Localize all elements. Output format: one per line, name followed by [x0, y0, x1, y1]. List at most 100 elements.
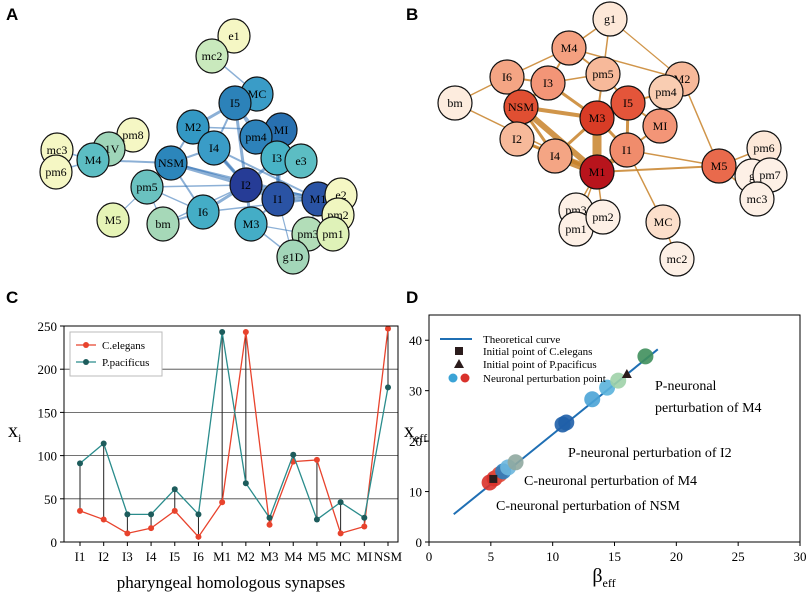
netA-node-label-bm: bm	[155, 217, 171, 231]
netB-node-mi: MI	[642, 108, 678, 144]
netB-node-m5: M5	[701, 148, 737, 184]
netA-node-mi: MI	[264, 112, 298, 148]
legend-label-initial-p-pacificus: Initial point of P.pacificus	[483, 359, 597, 371]
netA-edge-i4-m1	[213, 147, 319, 200]
point-p-pacificus-m4	[290, 451, 297, 458]
xtick-label-c-i4: I4	[146, 549, 157, 564]
netA-node-i6: I6	[186, 194, 220, 230]
netB-node-mc3: mc3	[739, 181, 775, 217]
point-c-elegans-i4	[148, 525, 155, 532]
netA-node-m2: M2	[176, 109, 210, 145]
chart-d-x-axis-label: βeff	[592, 565, 615, 590]
ytick-label-c-250: 250	[38, 319, 58, 334]
ytick-label-d-30: 30	[409, 384, 422, 399]
initial-point-p-pacificus	[621, 369, 632, 379]
netA-node-label-mi: MI	[274, 123, 289, 137]
point-p-pacificus-i1	[77, 460, 83, 467]
netB-node-label-mc3: mc3	[747, 192, 768, 206]
netB-node-label-mc2: mc2	[667, 252, 688, 266]
chart-d-legend: Theoretical curve Initial point of C.ele…	[440, 334, 606, 385]
xtick-label-c-m4: M4	[284, 549, 303, 564]
chart-c-x-ticks: I1 I2 I3 I4 I5 I6 M1 M2 M3 M4 M5 MC MI NSM	[75, 542, 403, 564]
netB-node-circle-i1	[609, 132, 645, 168]
netB-node-i1: I1	[609, 132, 645, 168]
chart-c-frame	[63, 325, 399, 543]
chart-d-points	[481, 348, 654, 491]
netB-node-m1: M1	[579, 154, 615, 190]
netB-node-label-i5: I5	[623, 96, 633, 110]
netB-node-i4: I4	[537, 138, 573, 174]
netB-node-label-m4: M4	[561, 41, 578, 55]
netB-node-circle-m3	[579, 100, 615, 136]
netB-node-label-nsm: NSM	[508, 100, 534, 114]
netB-node-circle-pm4	[648, 74, 684, 110]
point-p-pacificus-m3	[266, 514, 273, 521]
netA-node-circle-pm1	[316, 216, 350, 252]
xtick-label-d-15: 15	[608, 549, 621, 564]
ytick-label-d-0: 0	[416, 535, 423, 550]
ytick-label-c-0: 0	[51, 535, 58, 550]
netB-node-label-mi: MI	[653, 119, 668, 133]
netA-node-circle-nsm	[154, 145, 188, 181]
series-line-p-pacificus	[79, 331, 389, 521]
netB-node-i2: I2	[499, 121, 535, 157]
netB-node-bm: bm	[437, 85, 473, 121]
ytick-label-c-200: 200	[38, 362, 58, 377]
netA-node-label-i6: I6	[198, 205, 208, 219]
netB-node-label-m5: M5	[711, 159, 728, 173]
point-p-pacificus-i3	[124, 511, 131, 518]
point-c-elegans-i5	[171, 507, 178, 514]
netB-node-circle-mi	[642, 108, 678, 144]
chart-c-legend: C.elegans P.pacificus	[69, 331, 163, 377]
netA-node-i5: I5	[218, 85, 252, 121]
netA-node-label-e1: e1	[228, 29, 239, 43]
annotation-c-m4: C-neuronal perturbation of M4	[524, 474, 697, 489]
netB-node-circle-i2	[499, 121, 535, 157]
netB-node-circle-mc2	[659, 241, 695, 277]
annotation-p-m4-line1: P-neuronal	[655, 379, 717, 394]
chart-d-y-axis-label: xeff	[404, 420, 427, 445]
netA-node-pm1: pm1	[316, 216, 350, 252]
netA-node-circle-i4	[197, 130, 231, 166]
netA-node-label-pm3: pm3	[297, 227, 318, 241]
legend-label-initial-c-elegans: Initial point of C.elegans	[483, 346, 592, 358]
xtick-label-c-mc: MC	[330, 549, 350, 564]
xtick-label-d-25: 25	[732, 549, 745, 564]
scatter-chart-d: 0 10 20 30 40 0 5 10 15 20 25 30 Theoretical curve…	[404, 314, 807, 590]
netB-node-nsm: NSM	[503, 89, 539, 125]
netA-node-nsm: NSM	[154, 145, 188, 181]
netB-node-label-i4: I4	[550, 149, 560, 163]
netA-node-label-i5: I5	[230, 96, 240, 110]
point-p-pacificus-i6	[195, 511, 202, 518]
netA-node-e3: e3	[284, 143, 318, 179]
netB-node-circle-pm5	[585, 56, 621, 92]
netA-node-circle-g1d	[276, 239, 310, 275]
netA-node-circle-m3	[234, 206, 268, 242]
legend-blue-circle	[448, 373, 458, 383]
panel-label-d: D	[406, 288, 418, 307]
netB-node-label-pm1: pm1	[565, 222, 586, 236]
netA-node-m3: M3	[234, 206, 268, 242]
chart-d-x-ticks: 0 5 10 15 20 25 30	[426, 542, 807, 564]
netA-node-i1: I1	[261, 181, 295, 217]
point-c-elegans-nsm	[385, 325, 391, 332]
netA-node-label-pm6: pm6	[45, 165, 66, 179]
netA-node-circle-m2	[176, 109, 210, 145]
netB-node-label-pm2: pm2	[592, 210, 613, 224]
perturbation-point-7	[558, 414, 575, 431]
line-chart-c: 0 50 100 150 200 250 I1 I2 I3 I4 I5 I6 M1 M2 M3 M4 M5 MC…	[8, 319, 403, 592]
netA-node-circle-i1	[261, 181, 295, 217]
initial-point-c-elegans	[489, 474, 498, 483]
xtick-label-c-m5: M5	[308, 549, 326, 564]
point-c-elegans-i1	[77, 507, 83, 514]
netA-node-pm6: pm6	[39, 154, 73, 190]
netB-node-pm2: pm2	[585, 199, 621, 235]
point-p-pacificus-m5	[313, 516, 320, 523]
netB-node-label-m1: M1	[589, 165, 606, 179]
ytick-label-d-10: 10	[409, 485, 422, 500]
netA-node-label-m4: M4	[85, 153, 102, 167]
point-c-elegans-m5	[313, 456, 320, 463]
